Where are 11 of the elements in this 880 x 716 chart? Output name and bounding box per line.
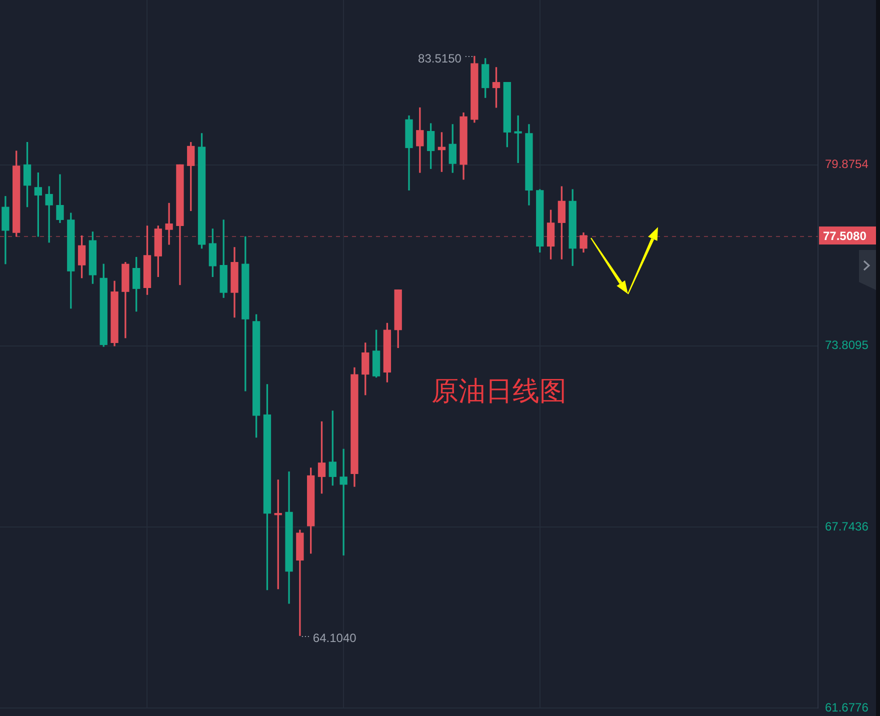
y-tick-label: 67.7436 xyxy=(825,519,869,534)
annotation: 83.5150 xyxy=(418,52,462,66)
annotation: 原油日线图 xyxy=(431,376,566,407)
y-tick-label: 61.6776 xyxy=(825,700,869,714)
candlestick xyxy=(165,202,173,245)
annotation: 64.1040 xyxy=(312,630,357,645)
y-tick-label: 79.8754 xyxy=(825,157,869,172)
candlestick xyxy=(514,115,522,163)
y-tick-label: 73.8095 xyxy=(825,338,869,352)
candlestick xyxy=(340,448,348,556)
ref-line-label: 77.5080 xyxy=(823,228,867,243)
